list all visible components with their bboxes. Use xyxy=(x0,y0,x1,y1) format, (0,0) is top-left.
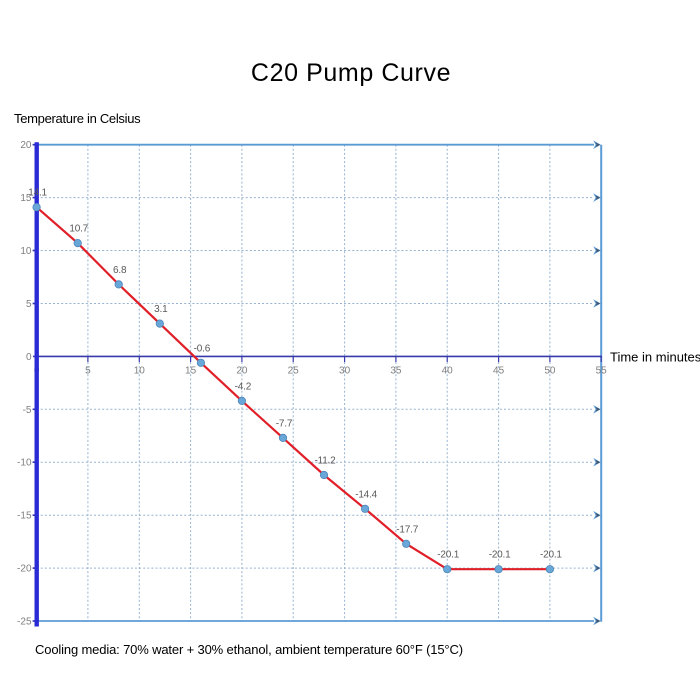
svg-text:Temperature in Celsius: Temperature in Celsius xyxy=(14,111,141,126)
svg-text:-7.7: -7.7 xyxy=(276,418,293,429)
svg-text:-4.2: -4.2 xyxy=(235,381,252,392)
svg-text:Cooling media: 70% water + 30%: Cooling media: 70% water + 30% ethanol, … xyxy=(35,642,463,657)
svg-text:20: 20 xyxy=(236,366,248,377)
svg-text:-20: -20 xyxy=(17,564,32,575)
svg-text:-11.2: -11.2 xyxy=(314,456,336,467)
svg-text:45: 45 xyxy=(493,366,505,377)
svg-text:-0.6: -0.6 xyxy=(194,343,211,354)
svg-text:-25: -25 xyxy=(17,617,32,628)
svg-text:Time in minutes: Time in minutes xyxy=(610,350,700,365)
svg-text:-10: -10 xyxy=(17,458,32,469)
svg-text:35: 35 xyxy=(390,366,402,377)
svg-text:-5: -5 xyxy=(23,405,32,416)
svg-text:10: 10 xyxy=(20,246,32,257)
svg-text:-15: -15 xyxy=(17,511,32,522)
svg-text:-14.4: -14.4 xyxy=(355,489,377,500)
svg-text:-20.1: -20.1 xyxy=(540,550,562,561)
svg-text:-20.1: -20.1 xyxy=(437,550,459,561)
svg-text:15: 15 xyxy=(20,193,32,204)
svg-text:10.7: 10.7 xyxy=(69,224,88,235)
svg-text:55: 55 xyxy=(596,366,608,377)
svg-text:6.8: 6.8 xyxy=(113,265,127,276)
svg-text:5: 5 xyxy=(26,299,32,310)
svg-text:30: 30 xyxy=(339,366,351,377)
svg-text:14.1: 14.1 xyxy=(28,188,47,199)
svg-text:C20 Pump Curve: C20 Pump Curve xyxy=(251,59,451,87)
svg-text:3.1: 3.1 xyxy=(154,304,168,315)
svg-text:0: 0 xyxy=(26,352,32,363)
svg-text:15: 15 xyxy=(185,366,197,377)
svg-text:-20.1: -20.1 xyxy=(489,550,511,561)
svg-text:5: 5 xyxy=(85,366,91,377)
svg-text:25: 25 xyxy=(288,366,300,377)
svg-text:-17.7: -17.7 xyxy=(396,524,418,535)
svg-text:50: 50 xyxy=(544,366,556,377)
svg-text:20: 20 xyxy=(20,140,32,151)
svg-text:40: 40 xyxy=(442,366,454,377)
svg-text:10: 10 xyxy=(134,366,146,377)
